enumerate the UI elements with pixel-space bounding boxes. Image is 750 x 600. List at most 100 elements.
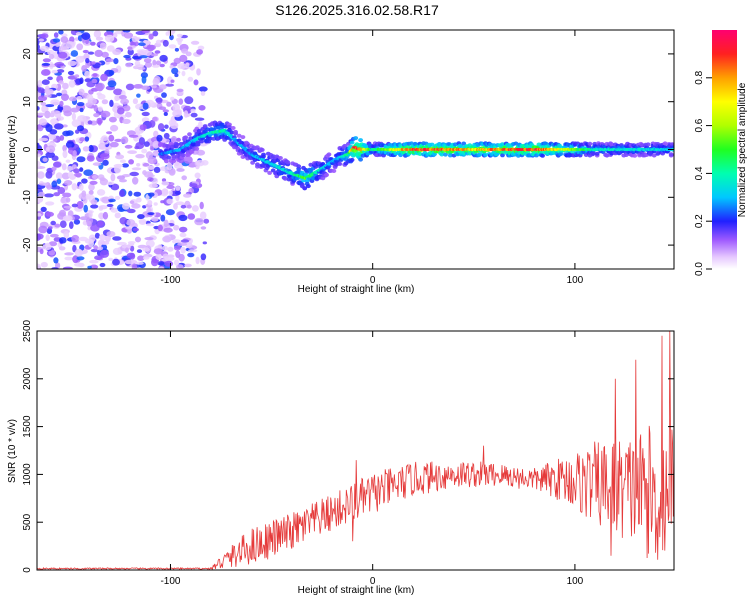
spectrogram-noise-point <box>148 192 155 197</box>
spectrogram-noise-point <box>101 196 111 204</box>
spectrogram-noise-point <box>141 85 151 91</box>
spectrogram-noise-point <box>131 203 141 209</box>
spectrogram-ridge-point <box>358 138 363 143</box>
spectrogram-noise-point <box>72 244 77 253</box>
x-tick-label: -100 <box>160 576 180 587</box>
spectrogram-noise-point <box>184 96 194 105</box>
spectrogram-noise-point <box>152 30 159 37</box>
spectrogram-noise-point <box>199 201 204 210</box>
spectrogram-noise-point <box>76 43 84 51</box>
spectrogram-noise-point <box>108 116 117 123</box>
spectrogram-noise-point <box>102 211 109 220</box>
spectrogram-noise-point <box>108 257 114 262</box>
spectrogram-noise-point <box>89 259 99 264</box>
spectrogram-noise-point <box>41 62 51 66</box>
spectrogram-noise-point <box>88 183 95 191</box>
snr-background <box>37 331 674 570</box>
spectrogram-noise-point <box>132 55 142 60</box>
spectrogram-noise-point <box>61 93 69 102</box>
spectrogram-noise-point <box>56 178 62 185</box>
spectrogram-ridge-point <box>183 135 189 140</box>
spectrogram-ridge-point <box>632 153 638 158</box>
spectrogram-noise-point <box>203 218 210 224</box>
spectrogram-noise-point <box>136 197 142 203</box>
spectrogram-ridge-point <box>158 142 163 147</box>
spectrogram-noise-point <box>115 154 125 160</box>
spectrogram-noise-point <box>68 96 78 102</box>
spectrogram-noise-point <box>110 124 119 132</box>
spectrogram-noise-point <box>37 112 46 116</box>
spectrogram-noise-point <box>183 193 192 198</box>
spectrogram-noise-point <box>160 214 166 222</box>
spectrogram-points <box>37 30 674 269</box>
spectrogram-noise-point <box>84 78 92 83</box>
spectrogram-noise-point <box>100 136 109 141</box>
spectrogram-ridge-point <box>651 153 657 158</box>
spectrogram-noise-point <box>161 92 167 98</box>
spectrogram-noise-point <box>170 136 178 143</box>
spectrogram-noise-point <box>62 82 69 90</box>
spectrogram-ridge-point <box>219 122 225 127</box>
spectrogram-ridge-point <box>259 147 265 152</box>
spectrogram-ridge-point <box>331 169 337 173</box>
spectrogram-noise-point <box>187 252 195 258</box>
spectrogram-noise-point <box>123 32 134 39</box>
spectrogram-noise-point <box>144 237 154 241</box>
spectrogram-noise-point <box>122 30 131 33</box>
spectrogram-noise-point <box>168 119 176 127</box>
spectrogram-noise-point <box>147 200 153 206</box>
spectrogram-noise-point <box>130 245 135 252</box>
spectrogram-noise-point <box>95 36 104 41</box>
spectrogram-noise-point <box>76 256 85 261</box>
spectrogram-noise-point <box>114 195 121 200</box>
spectrogram-noise-point <box>196 49 204 55</box>
spectrogram-noise-point <box>142 256 150 260</box>
spectrogram-noise-point <box>124 144 133 149</box>
spectrogram-noise-point <box>37 153 41 158</box>
spectrogram-noise-point <box>37 160 41 168</box>
spectrogram-noise-point <box>179 226 188 233</box>
spectrogram-noise-point <box>38 38 45 42</box>
spectrogram-noise-point <box>131 35 138 43</box>
spectrogram-noise-point <box>59 100 64 107</box>
spectrogram-noise-point <box>47 49 54 56</box>
spectrogram-noise-point <box>86 155 95 162</box>
spectrogram-noise-point <box>67 171 74 178</box>
spectrogram-noise-point <box>135 261 144 265</box>
spectrogram-noise-point <box>183 110 189 118</box>
spectrogram-noise-point <box>163 132 170 139</box>
spectrogram-noise-point <box>139 55 148 59</box>
spectrogram-ridge-point <box>326 152 332 157</box>
spectrogram-noise-point <box>141 75 147 84</box>
spectrogram-noise-point <box>38 137 49 142</box>
spectrogram-noise-point <box>41 79 50 85</box>
spectrogram-noise-point <box>186 204 192 209</box>
spectrogram-ridge-point <box>324 172 329 177</box>
spectrogram-noise-point <box>139 220 147 226</box>
spectrogram-noise-point <box>187 76 194 82</box>
spectrogram-noise-point <box>133 84 144 89</box>
colorbar-tick-label: 0.8 <box>694 70 705 84</box>
spectrogram-y-label: Frequency (Hz) <box>7 116 18 185</box>
spectrogram-ridge-point <box>429 142 435 147</box>
spectrogram-noise-point <box>79 183 84 191</box>
spectrogram-noise-point <box>155 253 162 261</box>
spectrogram-noise-point <box>174 73 179 78</box>
spectrogram-noise-point <box>81 190 87 198</box>
spectrogram-noise-point <box>138 42 146 47</box>
spectrogram-noise-point <box>173 224 180 231</box>
spectrogram-noise-point <box>40 33 49 39</box>
spectrogram-noise-point <box>44 94 52 98</box>
spectrogram-noise-point <box>156 134 163 142</box>
spectrogram-noise-point <box>183 155 193 164</box>
spectrogram-noise-point <box>143 58 152 63</box>
spectrogram-noise-point <box>44 110 51 119</box>
spectrogram-noise-point <box>175 201 185 206</box>
spectrogram-noise-point <box>104 34 115 43</box>
spectrogram-noise-point <box>91 78 98 84</box>
spectrogram-noise-point <box>62 130 71 137</box>
spectrogram-noise-point <box>63 110 72 117</box>
spectrogram-noise-point <box>70 107 80 113</box>
spectrogram-noise-point <box>137 255 145 261</box>
